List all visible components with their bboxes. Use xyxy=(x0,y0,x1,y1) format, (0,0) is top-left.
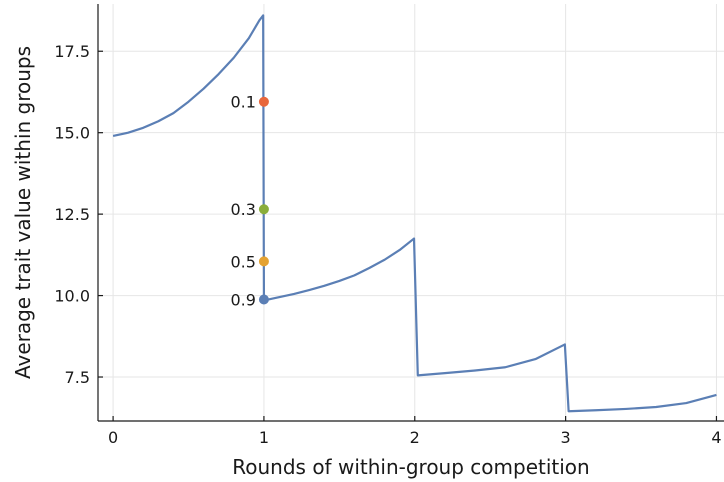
x-axis-title: Rounds of within-group competition xyxy=(232,455,589,479)
y-tick-label: 12.5 xyxy=(54,205,90,224)
data-point-label: 0.9 xyxy=(230,290,255,309)
data-point xyxy=(258,204,269,215)
y-axis-title: Average trait value within groups xyxy=(11,46,35,379)
data-point xyxy=(258,256,269,267)
series-line xyxy=(112,14,717,413)
axes: 0 1 2 3 4 7.5 10.0 12.5 15.0 17.5 xyxy=(54,4,724,447)
data-point-label: 0.5 xyxy=(230,252,255,271)
data-point-label: 0.3 xyxy=(230,200,255,219)
grid xyxy=(98,4,724,421)
y-tick-label: 15.0 xyxy=(54,124,90,143)
series-layer xyxy=(112,14,717,413)
x-tick-label: 0 xyxy=(108,428,118,447)
x-tick-label: 2 xyxy=(410,428,420,447)
x-tick-label: 3 xyxy=(561,428,571,447)
y-tick-label: 7.5 xyxy=(65,368,90,387)
data-point xyxy=(258,96,269,107)
data-point-label: 0.1 xyxy=(230,93,255,112)
x-tick-label: 1 xyxy=(259,428,269,447)
y-tick-label: 10.0 xyxy=(54,287,90,306)
x-tick-label: 4 xyxy=(711,428,721,447)
annotated-points: 0.1 0.3 0.5 0.9 xyxy=(230,93,269,309)
data-point xyxy=(258,294,269,305)
y-tick-label: 17.5 xyxy=(54,42,90,61)
